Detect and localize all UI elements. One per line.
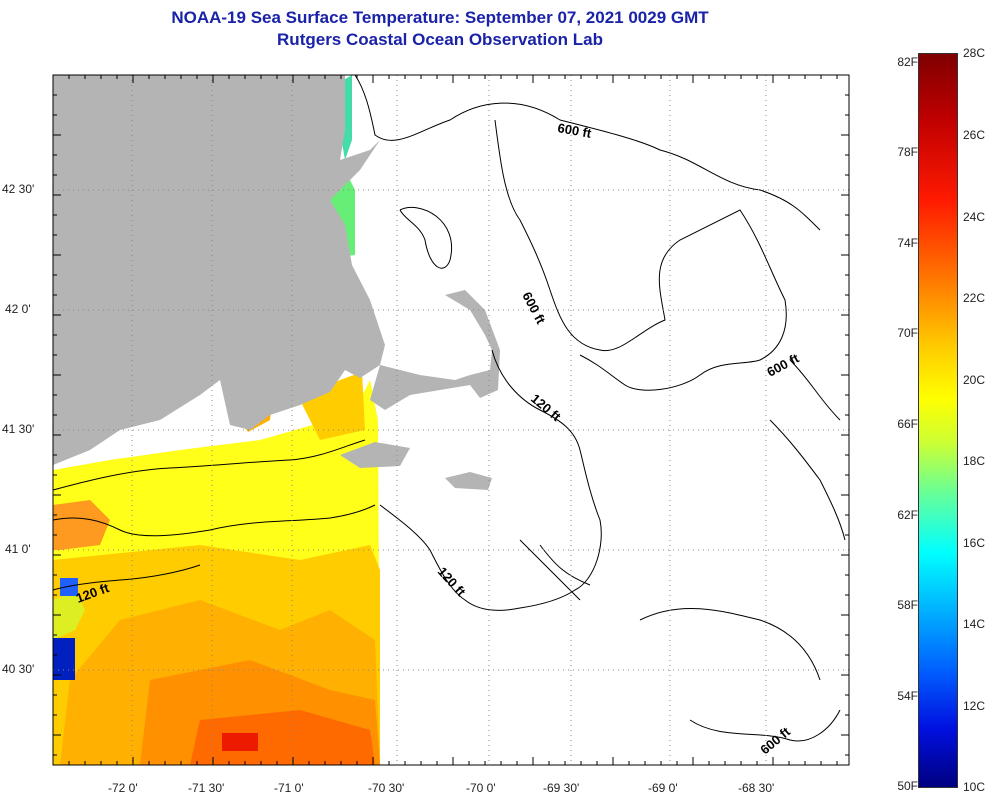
colorbar-c-label: 14C — [963, 617, 986, 631]
lon-label: -69 30' — [543, 781, 580, 795]
map-ticks — [52, 74, 849, 765]
colorbar-f-label: 74F — [897, 236, 918, 250]
colorbar-c-label: 22C — [963, 291, 986, 305]
map-subtitle: Rutgers Coastal Ocean Observation Lab — [277, 30, 603, 49]
colorbar-f-label: 70F — [897, 326, 918, 340]
colorbar-f-label: 78F — [897, 145, 918, 159]
graticule — [53, 75, 849, 765]
map-title: NOAA-19 Sea Surface Temperature: Septemb… — [171, 8, 709, 27]
colorbar-f-label: 62F — [897, 508, 918, 522]
lon-label: -68 30' — [738, 781, 775, 795]
lon-label: -71 30' — [188, 781, 225, 795]
colorbar-f-label: 58F — [897, 598, 918, 612]
lat-label: 42 30' — [2, 182, 35, 196]
colorbar-f-label: 50F — [897, 779, 918, 793]
lat-label: 41 30' — [2, 422, 35, 436]
colorbar-c-label: 26C — [963, 128, 986, 142]
colorbar-c-label: 20C — [963, 373, 986, 387]
land-mass — [53, 75, 500, 490]
contour-label: 600 ft — [556, 120, 593, 141]
depth-contours — [52, 74, 846, 742]
lon-label: -69 0' — [648, 781, 678, 795]
lon-label: -70 30' — [368, 781, 405, 795]
colorbar-c-label: 28C — [963, 46, 986, 60]
colorbar-f-label: 54F — [897, 689, 918, 703]
colorbar-f-label: 82F — [897, 55, 918, 69]
temperature-colorbar — [918, 53, 958, 788]
colorbar-c-label: 12C — [963, 699, 986, 713]
colorbar-c-label: 24C — [963, 210, 986, 224]
lon-label: -72 0' — [108, 781, 138, 795]
sst-field — [53, 75, 380, 765]
lat-label: 42 0' — [5, 302, 31, 316]
lat-label: 40 30' — [2, 662, 35, 676]
colorbar-c-label: 10C — [963, 780, 986, 794]
lon-label: -70 0' — [466, 781, 496, 795]
lat-label: 41 0' — [5, 542, 31, 556]
colorbar-c-label: 18C — [963, 454, 986, 468]
colorbar-f-label: 66F — [897, 417, 918, 431]
map-frame — [52, 74, 850, 766]
colorbar-c-label: 16C — [963, 536, 986, 550]
lon-label: -71 0' — [274, 781, 304, 795]
